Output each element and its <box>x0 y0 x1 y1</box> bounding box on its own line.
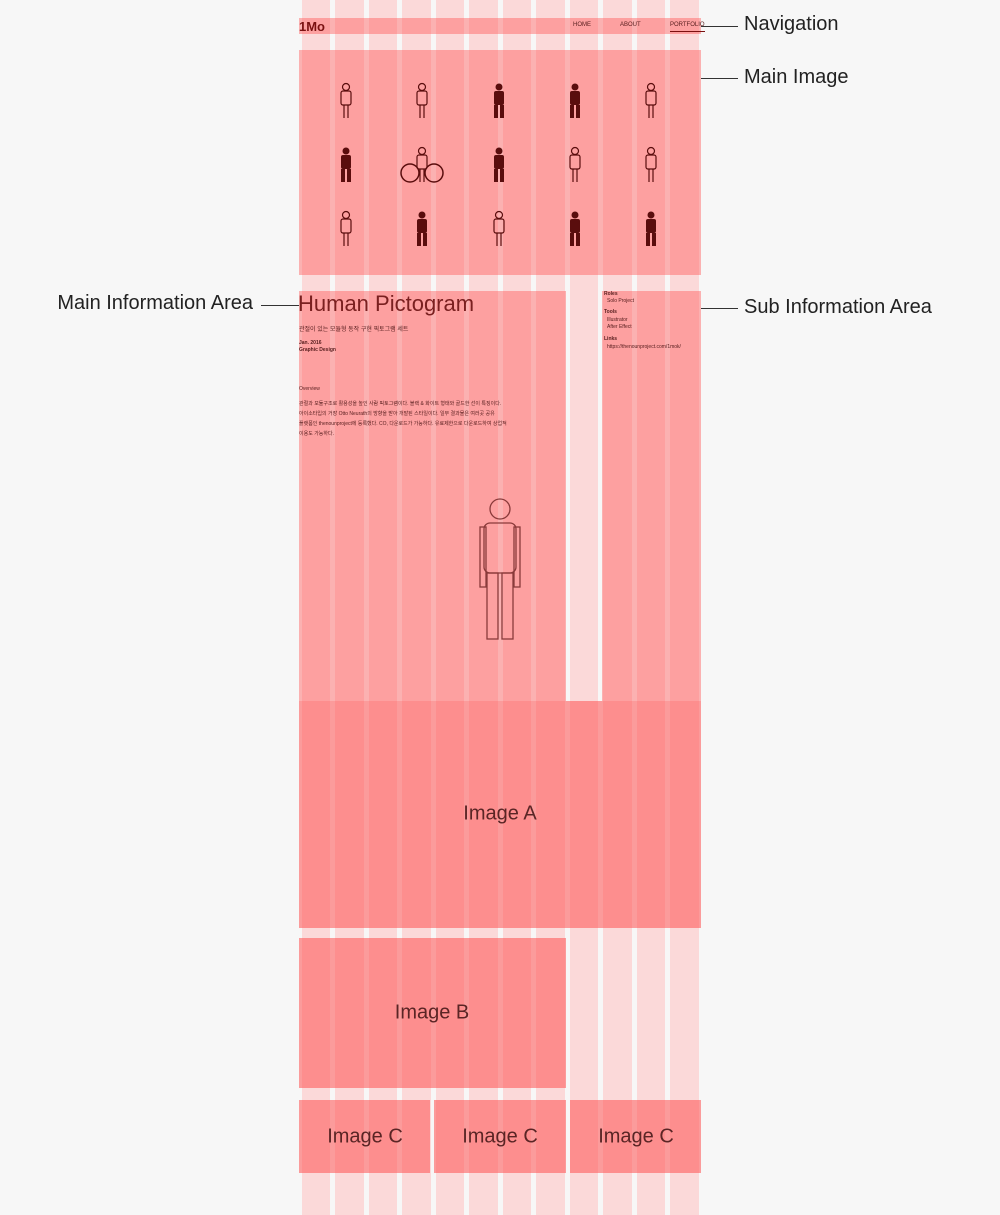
roles-heading: Roles <box>604 291 618 297</box>
grid-column <box>636 0 665 1215</box>
pictogram-row <box>340 82 657 247</box>
image-label: Image B <box>394 1001 470 1024</box>
annotation: Navigation <box>744 13 839 35</box>
overview-heading: Overview <box>299 386 320 392</box>
grid-column <box>603 0 632 1215</box>
nav-link[interactable]: HOME <box>573 22 591 28</box>
overview-text: 아이소타입의 거장 Otto Neurath의 방향을 받아 개발된 스타일이다… <box>299 411 495 417</box>
image-label: Image C <box>598 1125 674 1148</box>
leader-line <box>701 78 738 79</box>
tools-heading: Tools <box>604 309 617 315</box>
grid-column <box>569 0 598 1215</box>
nav-link[interactable]: PORTFOLIO <box>670 22 705 32</box>
annotation: Sub Information Area <box>744 296 932 318</box>
image-c-area <box>570 1100 701 1173</box>
overview-text: 관절과 모듈구조로 활용성을 높인 사람 픽토그램이다. 블랙 & 화이트 형태… <box>299 401 502 407</box>
image-label: Image A <box>463 802 537 825</box>
tool: After Effect <box>607 324 632 330</box>
project-title: Human Pictogram <box>298 291 475 316</box>
annotation: Main Image <box>744 66 849 88</box>
overview-text: 플랫폼인 thenounproject에 등록했다. CO, 다운로드가 가능하… <box>299 421 507 427</box>
overview-text: 이용도 가능하다. <box>299 431 334 437</box>
project-subtitle: 관절이 있는 모듈형 동작 구현 픽토그램 세트 <box>299 327 409 333</box>
nav-link[interactable]: ABOUT <box>620 22 641 28</box>
project-category: Graphic Design <box>299 347 336 353</box>
image-b-area <box>299 938 566 1088</box>
image-a-area <box>299 701 701 928</box>
leader-line <box>701 26 738 27</box>
links-heading: Links <box>604 336 618 342</box>
image-label: Image C <box>462 1125 538 1148</box>
image-c-area <box>299 1100 430 1173</box>
sub-information-area <box>602 291 701 701</box>
project-date: Jan. 2016 <box>299 340 322 346</box>
leader-line <box>701 308 738 309</box>
image-c-area <box>434 1100 566 1173</box>
annotation: Main Information Area <box>57 292 253 314</box>
logo[interactable]: 1Mo <box>299 19 325 34</box>
leader-line <box>261 305 299 306</box>
link[interactable]: https://thenounproject.com/1mok/ <box>607 344 681 350</box>
main-information-area <box>299 291 566 701</box>
image-label: Image C <box>327 1125 403 1148</box>
tool: Illustrator <box>607 317 628 323</box>
grid-column <box>670 0 699 1215</box>
navigation-area <box>299 18 701 34</box>
large-pictogram <box>479 498 521 640</box>
pictogram-grid <box>340 82 657 247</box>
roles: Solo Project <box>607 298 634 304</box>
